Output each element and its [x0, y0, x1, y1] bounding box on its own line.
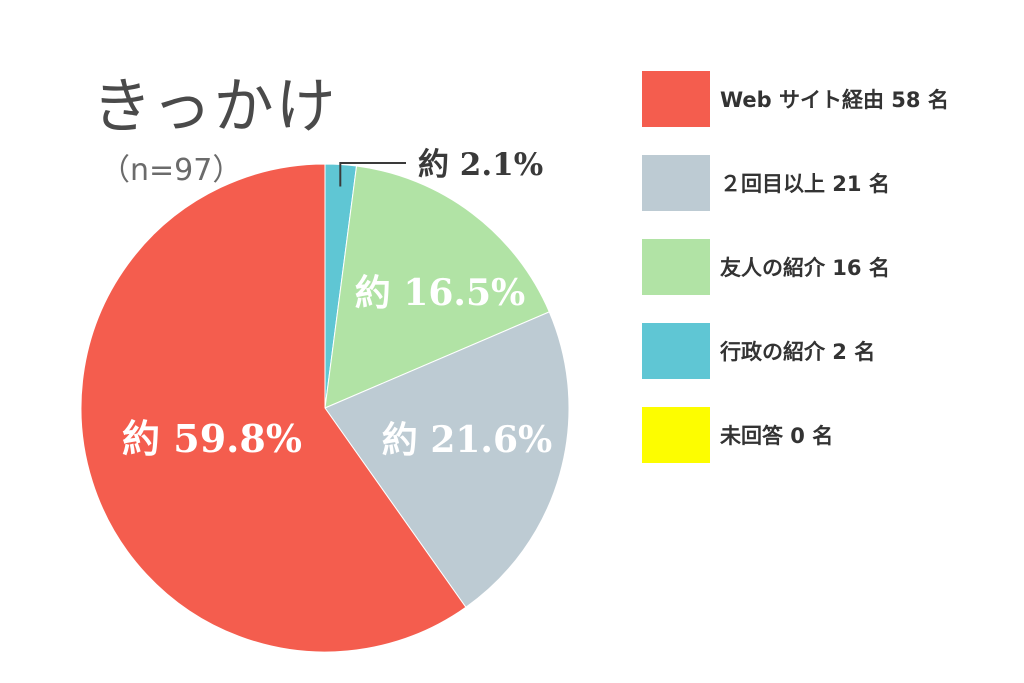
legend-label: Web サイト経由 58 名 — [720, 88, 949, 112]
pie-slice — [80, 163, 467, 653]
slice-data-label: 約 16.5% — [355, 272, 525, 314]
chart-title: きっかけ — [92, 72, 338, 142]
legend-item: 未回答 0 名 — [642, 407, 1002, 463]
legend-label: 行政の紹介 2 名 — [720, 340, 876, 364]
legend-swatch — [642, 71, 710, 127]
slice-data-label: 約 59.8% — [122, 416, 302, 461]
legend-swatch — [642, 407, 710, 463]
pie-slice — [324, 311, 570, 608]
pie-slice — [324, 165, 550, 409]
slice-data-label: 約 2.1% — [418, 147, 543, 183]
chart-subtitle: （n=97） — [100, 153, 243, 188]
legend-label: 未回答 0 名 — [720, 424, 834, 448]
legend-label: ２回目以上 21 名 — [720, 172, 890, 196]
leader-line — [339, 162, 406, 187]
legend-item: 友人の紹介 16 名 — [642, 239, 1002, 295]
legend-item: Web サイト経由 58 名 — [642, 71, 1002, 127]
legend-swatch — [642, 323, 710, 379]
legend-item: ２回目以上 21 名 — [642, 155, 1002, 211]
legend-label: 友人の紹介 16 名 — [720, 256, 890, 280]
slice-data-label: 約 21.6% — [382, 419, 552, 461]
legend-item: 行政の紹介 2 名 — [642, 323, 1002, 379]
legend-swatch — [642, 239, 710, 295]
legend-swatch — [642, 155, 710, 211]
